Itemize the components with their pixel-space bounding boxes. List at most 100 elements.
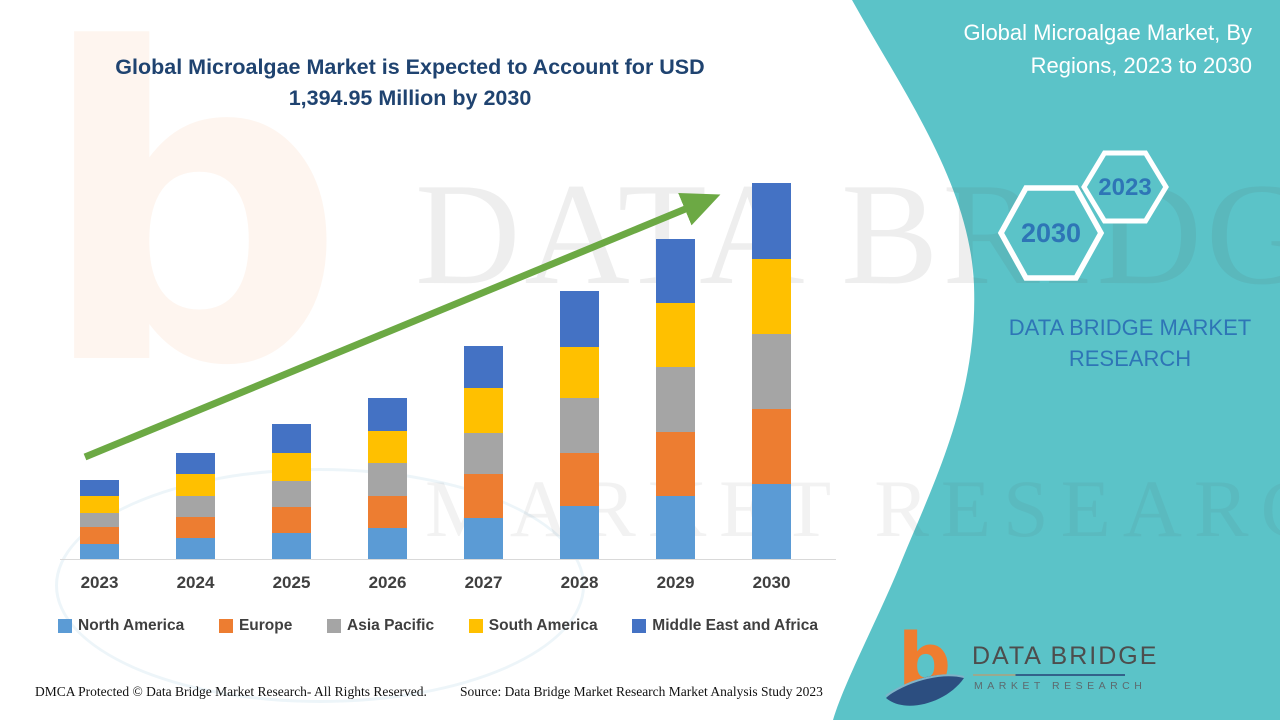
- legend-swatch: [468, 619, 483, 633]
- brand-text-line1: DATA BRIDGE MARKET: [1008, 315, 1252, 340]
- bar-segment-2023-europe: [80, 527, 119, 544]
- bar-segment-2029-middle-east-and-africa: [656, 239, 695, 304]
- legend-swatch: [632, 619, 647, 633]
- bar-2028: [560, 290, 599, 559]
- legend-label: Middle East and Africa: [652, 617, 818, 634]
- bar-segment-2024-europe: [176, 516, 215, 538]
- chart-legend: North America Europe Asia Pacific South Ame…: [58, 617, 818, 635]
- bar-segment-2026-asia-pacific: [368, 463, 407, 496]
- x-axis-label-2029: 2029: [656, 573, 695, 592]
- bar-segment-2023-asia-pacific: [80, 513, 119, 528]
- logo-name: DATA BRIDGE: [972, 642, 1159, 670]
- bar-2030: [752, 183, 791, 559]
- bar-segment-2024-south-america: [176, 473, 215, 496]
- x-axis-labels: 2023 2024 2025 2026 2027 2028 2029 2030: [60, 573, 840, 597]
- bar-segment-2026-middle-east-and-africa: [368, 398, 407, 432]
- x-axis-label-2030: 2030: [752, 573, 791, 592]
- hexagon-2023: [1081, 150, 1169, 224]
- bar-2027: [464, 345, 503, 559]
- x-axis-line: [60, 559, 836, 560]
- legend-item-asia-pacific: Asia Pacific: [327, 617, 434, 635]
- x-axis-label-2026: 2026: [368, 573, 407, 592]
- legend-swatch: [58, 619, 72, 633]
- hexagon-badges: 2030 2023: [997, 150, 1169, 281]
- chart-title-line2: 1,394.95 Million by 2030: [288, 86, 532, 110]
- hexagon-2030-label: 2030: [1021, 218, 1081, 248]
- bar-segment-2027-south-america: [464, 387, 503, 433]
- bar-segment-2026-south-america: [368, 431, 407, 464]
- bar-segment-2028-north-america: [560, 505, 599, 559]
- bar-segment-2027-europe: [464, 473, 503, 518]
- bar-segment-2030-south-america: [752, 259, 791, 334]
- trend-arrow-line: [83, 193, 721, 461]
- bar-segment-2028-europe: [560, 452, 599, 506]
- bar-segment-2023-north-america: [80, 543, 119, 559]
- bar-segment-2023-middle-east-and-africa: [80, 479, 119, 496]
- x-axis-label-2027: 2027: [464, 573, 503, 592]
- bar-segment-2028-middle-east-and-africa: [560, 290, 599, 347]
- bar-segment-2024-asia-pacific: [176, 495, 215, 517]
- bar-segment-2030-asia-pacific: [752, 333, 791, 409]
- legend-label: North America: [78, 617, 185, 634]
- bar-2026: [368, 398, 407, 559]
- x-axis-label-2028: 2028: [560, 573, 599, 592]
- footer-source: Source: Data Bridge Market Research Mark…: [460, 684, 823, 699]
- chart-title-line1: Global Microalgae Market is Expected to …: [115, 55, 705, 79]
- brand-text-line2: RESEARCH: [1068, 346, 1192, 371]
- legend-item-middle-east-and-africa: Middle East and Africa: [632, 617, 818, 635]
- stacked-bar-plot: [60, 160, 840, 559]
- panel-title-line2: Regions, 2023 to 2030: [1030, 53, 1252, 78]
- bar-segment-2030-north-america: [752, 484, 791, 559]
- bar-segment-2027-north-america: [464, 517, 503, 559]
- hexagon-2023-label: 2023: [1098, 174, 1151, 201]
- chart-title: Global Microalgae Market is Expected to …: [70, 52, 750, 114]
- bar-segment-2029-europe: [656, 432, 695, 496]
- bar-segment-2028-south-america: [560, 346, 599, 398]
- panel-title-line1: Global Microalgae Market, By: [963, 20, 1252, 45]
- databridge-logo: b DATA BRIDGE MARKET RESEARCH: [880, 618, 1270, 720]
- bar-segment-2025-asia-pacific: [272, 480, 311, 507]
- teal-swoosh-path: [833, 0, 1280, 720]
- logo-subtitle: MARKET RESEARCH: [974, 680, 1147, 692]
- legend-label: Europe: [238, 617, 293, 634]
- brand-text: DATA BRIDGE MARKET RESEARCH: [1000, 312, 1260, 374]
- x-axis-label-2025: 2025: [272, 573, 311, 592]
- legend-item-north-america: North America: [58, 617, 184, 635]
- bar-segment-2026-north-america: [368, 528, 407, 559]
- logo-underline: [973, 674, 1125, 676]
- bar-segment-2027-asia-pacific: [464, 432, 503, 474]
- bar-segment-2030-europe: [752, 408, 791, 485]
- panel-title: Global Microalgae Market, By Regions, 20…: [822, 16, 1252, 82]
- bar-segment-2028-asia-pacific: [560, 397, 599, 453]
- bar-segment-2030-middle-east-and-africa: [752, 183, 791, 260]
- legend-label: South America: [488, 617, 598, 634]
- bar-segment-2025-europe: [272, 506, 311, 534]
- legend-swatch: [218, 619, 233, 633]
- bar-segment-2025-north-america: [272, 533, 311, 559]
- bar-segment-2023-south-america: [80, 495, 119, 514]
- bar-segment-2025-middle-east-and-africa: [272, 423, 311, 453]
- legend-swatch: [327, 619, 342, 633]
- logo-swoosh-icon: [885, 674, 965, 706]
- bar-2023: [80, 479, 119, 559]
- legend-label: Asia Pacific: [347, 617, 435, 634]
- bar-segment-2029-asia-pacific: [656, 366, 695, 433]
- bar-segment-2027-middle-east-and-africa: [464, 345, 503, 388]
- x-axis-label-2024: 2024: [176, 573, 215, 592]
- x-axis-label-2023: 2023: [80, 573, 119, 592]
- bar-2029: [656, 239, 695, 559]
- databridge-logo-mark: b: [884, 618, 966, 718]
- footer-dmca: DMCA Protected © Data Bridge Market Rese…: [35, 684, 427, 699]
- hexagon-2030: [997, 185, 1105, 281]
- trend-arrow: [83, 193, 721, 461]
- bar-segment-2026-europe: [368, 495, 407, 528]
- bar-segment-2024-middle-east-and-africa: [176, 452, 215, 474]
- bar-segment-2029-south-america: [656, 303, 695, 367]
- legend-item-europe: Europe: [218, 617, 293, 635]
- bar-2025: [272, 423, 311, 559]
- bar-segment-2024-north-america: [176, 538, 215, 559]
- legend-item-south-america: South America: [468, 617, 598, 635]
